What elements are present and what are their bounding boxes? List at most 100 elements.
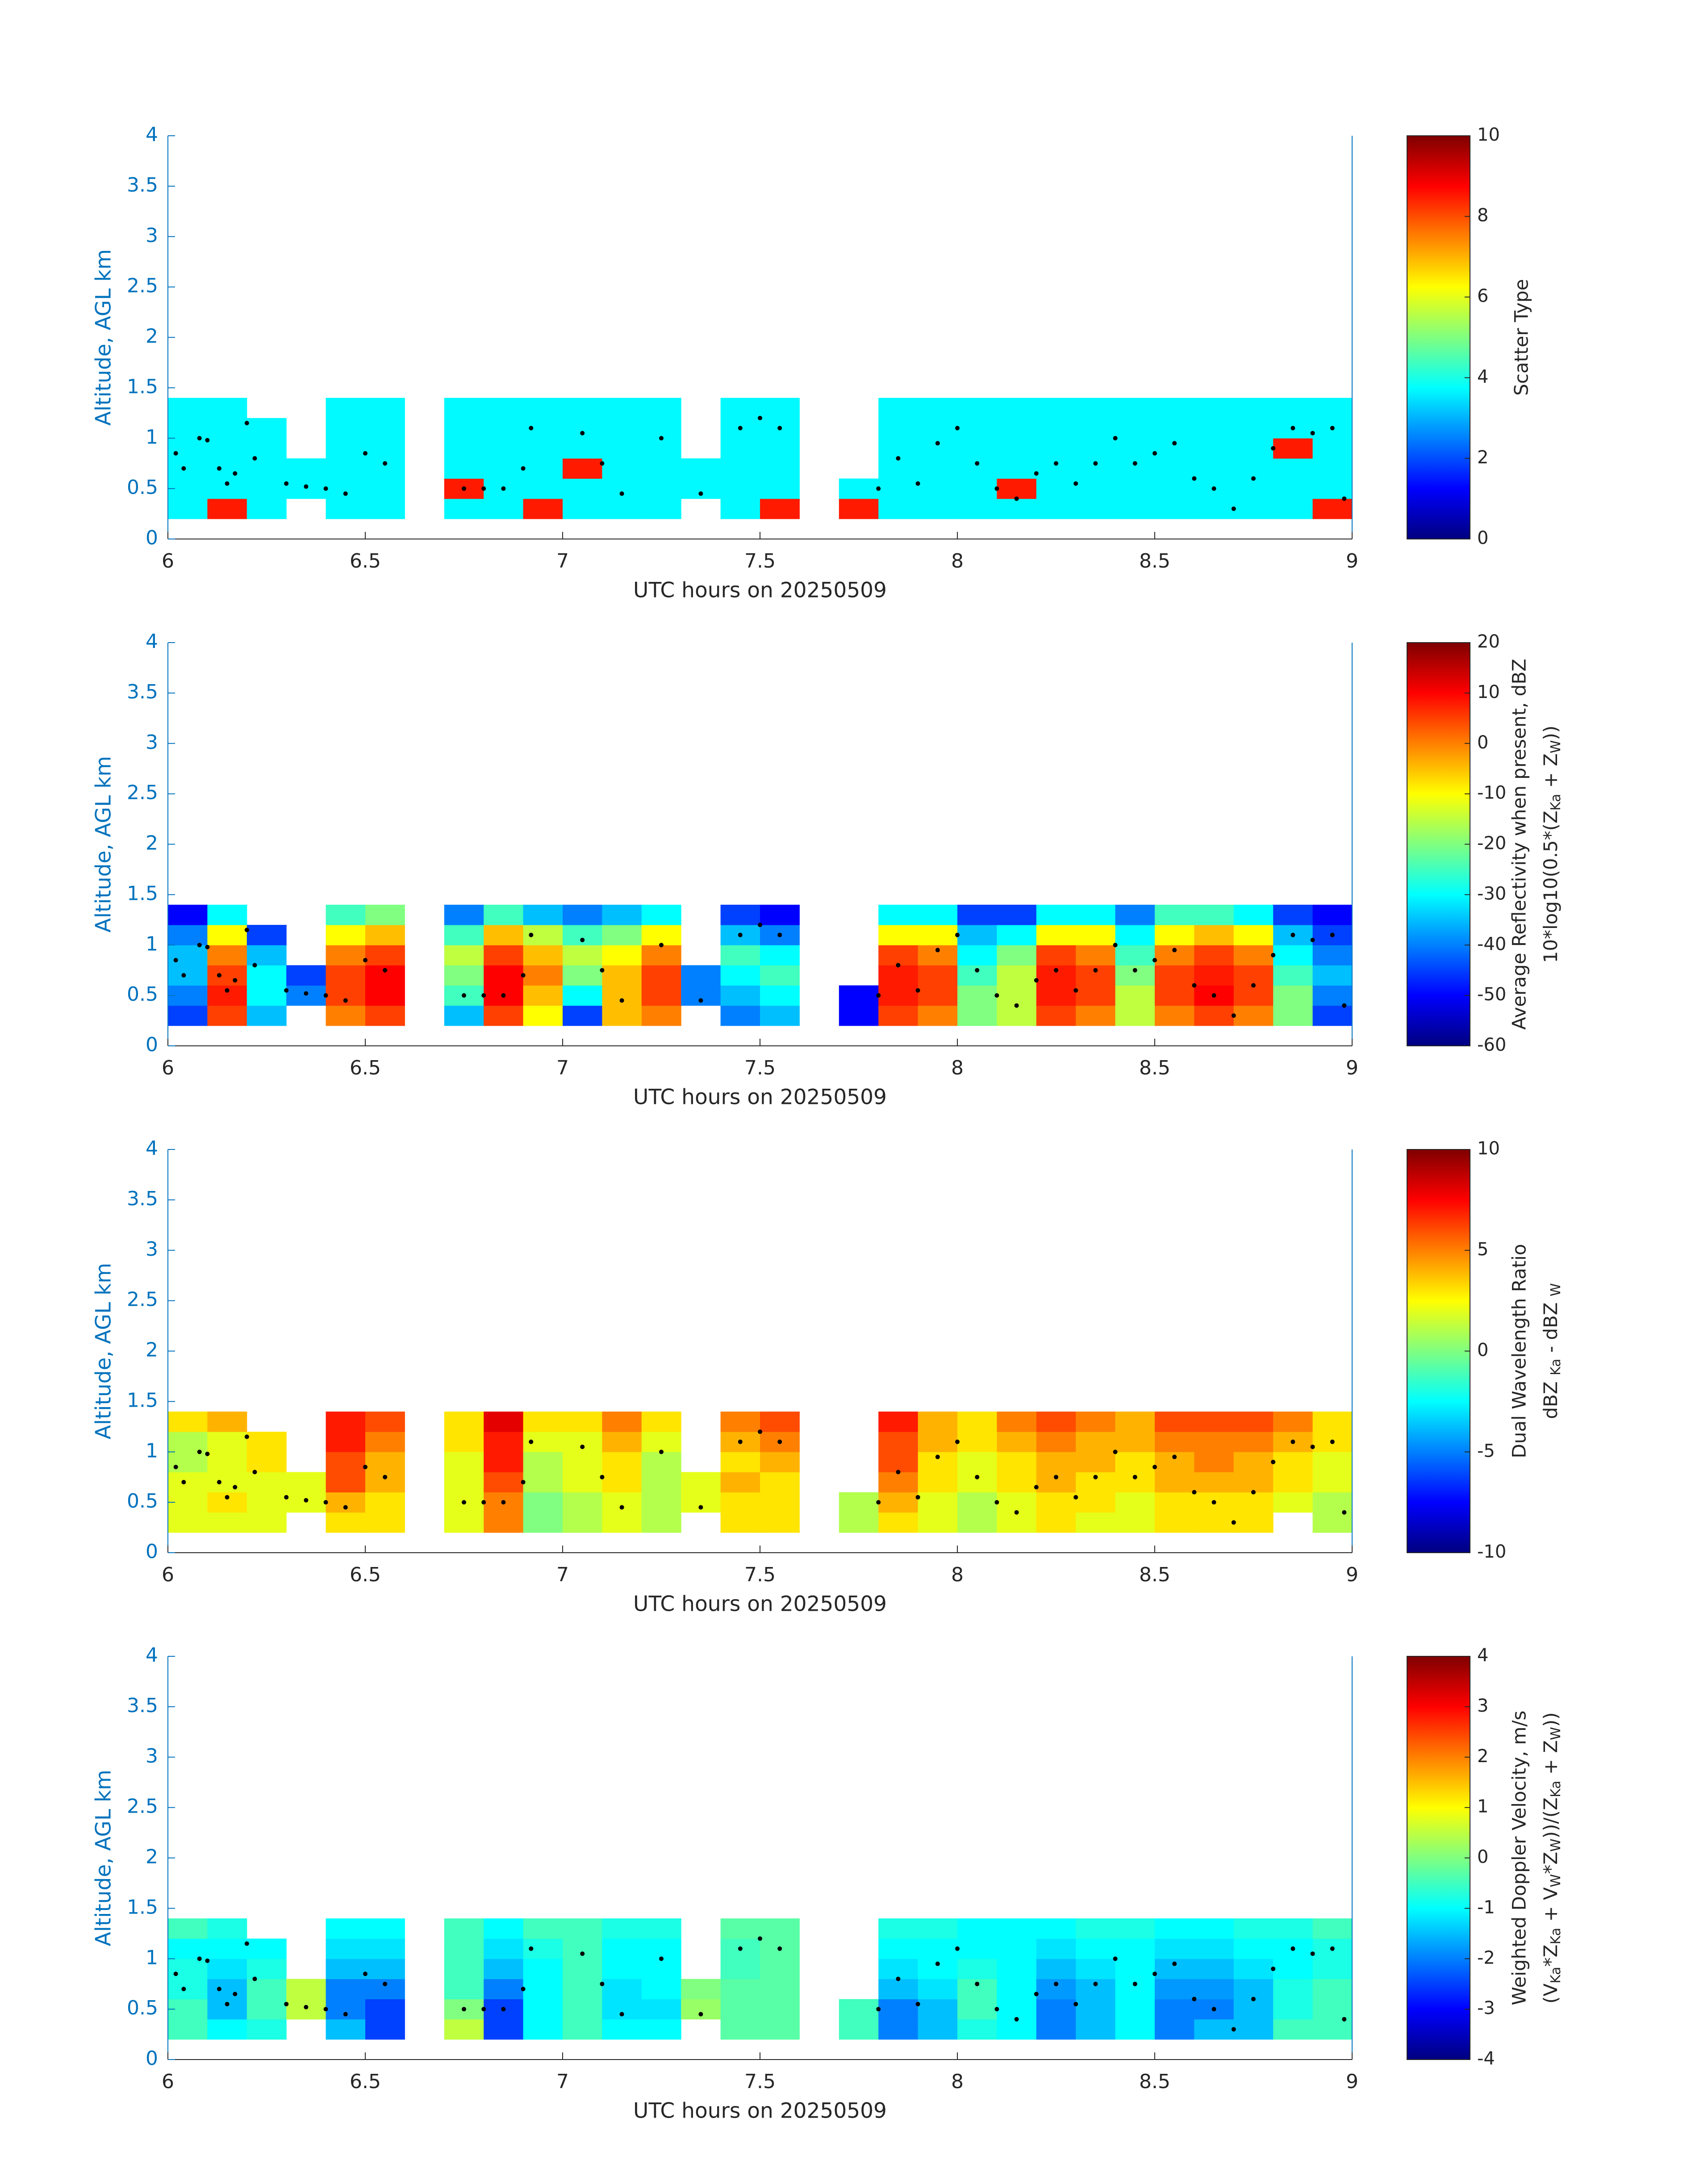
- heatmap-cell: [1115, 438, 1155, 459]
- y-tick-label: 1.5: [127, 375, 158, 398]
- heatmap-cell: [602, 1959, 642, 1979]
- heatmap-cell: [246, 1959, 287, 1979]
- x-tick-label: 6: [162, 1563, 174, 1586]
- heatmap-cell: [602, 945, 642, 965]
- point: [1342, 2017, 1347, 2022]
- heatmap-cell: [246, 1979, 287, 2000]
- heatmap-cell: [365, 1939, 405, 1959]
- point: [343, 1505, 348, 1510]
- colorbar-tick-label: -5: [1477, 1441, 1495, 1461]
- subscript: Ka: [1548, 1358, 1564, 1375]
- y-tick-label: 2: [146, 325, 158, 348]
- heatmap-cell: [365, 478, 405, 499]
- point: [935, 948, 940, 953]
- heatmap-cell: [523, 1512, 563, 1533]
- point: [284, 481, 289, 486]
- point: [1251, 476, 1256, 481]
- colorbar-tick-label: -30: [1477, 883, 1506, 904]
- heatmap-cell: [760, 1452, 800, 1472]
- point: [994, 486, 999, 491]
- heatmap-cell: [1115, 1452, 1155, 1472]
- heatmap-cell: [1233, 478, 1274, 499]
- heatmap-cell: [523, 904, 563, 925]
- y-tick-label: 2.5: [127, 1795, 158, 1818]
- point: [383, 1475, 388, 1479]
- heatmap-cell: [878, 1432, 919, 1452]
- heatmap-cell: [1036, 1512, 1076, 1533]
- heatmap-cell: [168, 1432, 208, 1452]
- point: [304, 991, 309, 996]
- heatmap-cell: [1155, 2019, 1194, 2040]
- y-tick-label: 0.5: [127, 1490, 158, 1513]
- heatmap-cell: [523, 1959, 563, 1979]
- heatmap-cell: [878, 1411, 919, 1432]
- heatmap-cell: [207, 498, 247, 519]
- point: [481, 993, 486, 998]
- x-axis-label: UTC hours on 20250509: [633, 1592, 887, 1617]
- heatmap-cell: [1194, 397, 1234, 418]
- heatmap-cell: [760, 2019, 800, 2040]
- x-tick-label: 8.5: [1139, 1057, 1170, 1079]
- heatmap-cell: [207, 1005, 247, 1026]
- point: [252, 456, 257, 461]
- point: [659, 1956, 664, 1961]
- heatmap-cell: [484, 965, 524, 986]
- point: [955, 932, 960, 937]
- y-tick-label: 1: [146, 426, 158, 448]
- heatmap-cell: [1036, 1918, 1076, 1939]
- heatmap-cell: [1076, 925, 1116, 945]
- heatmap-cell: [720, 1411, 760, 1432]
- point: [304, 2005, 309, 2010]
- heatmap-cell: [641, 418, 681, 439]
- point: [1330, 426, 1335, 430]
- heatmap-cell: [720, 1005, 760, 1026]
- point: [619, 491, 624, 496]
- point: [181, 466, 186, 471]
- point: [1153, 1972, 1157, 1976]
- heatmap-cell: [444, 1432, 484, 1452]
- colorbar-tick-label: -60: [1477, 1035, 1506, 1055]
- heatmap-cell: [1273, 1005, 1313, 1026]
- point: [935, 1961, 940, 1966]
- heatmap-cell: [641, 1452, 681, 1472]
- subscript: W: [1548, 1839, 1564, 1852]
- point: [363, 1465, 367, 1470]
- heatmap-cell: [1115, 418, 1155, 439]
- heatmap-cell: [1312, 458, 1353, 479]
- colorbar-tick-label: 0: [1477, 1340, 1488, 1361]
- point: [1113, 436, 1118, 441]
- heatmap-cell: [365, 985, 405, 1006]
- heatmap-cell: [681, 965, 721, 986]
- heatmap-cell: [760, 1472, 800, 1493]
- heatmap-cell: [720, 945, 760, 965]
- y-tick-label: 4: [146, 1137, 158, 1160]
- x-tick-label: 6.5: [350, 550, 381, 572]
- colorbar-tick-label: -4: [1477, 2048, 1495, 2069]
- heatmap-cell: [839, 1512, 879, 1533]
- point: [343, 491, 348, 496]
- heatmap-cell: [878, 1999, 919, 2020]
- heatmap-cell: [326, 458, 366, 479]
- y-tick-label: 4: [146, 1644, 158, 1667]
- point: [383, 968, 388, 973]
- heatmap-cell: [326, 945, 366, 965]
- heatmap-cell: [365, 438, 405, 459]
- y-tick-label: 0: [146, 526, 158, 549]
- heatmap-cell: [918, 1512, 958, 1533]
- heatmap-cell: [246, 925, 287, 945]
- heatmap-cell: [1233, 1432, 1274, 1452]
- colorbar-tick-label: 6: [1477, 286, 1488, 306]
- heatmap-cell: [1076, 1999, 1116, 2020]
- colorbar-label: 10*log10(0.5*(ZKa + ZW)): [1540, 726, 1564, 963]
- heatmap-cell: [1194, 965, 1234, 986]
- point: [233, 1992, 238, 1997]
- heatmap-cell: [168, 1918, 208, 1939]
- heatmap-cell: [1036, 945, 1076, 965]
- heatmap-cell: [1273, 458, 1313, 479]
- point: [659, 943, 664, 948]
- heatmap-cell: [484, 925, 524, 945]
- label-part: )): [1540, 726, 1562, 740]
- heatmap-cell: [563, 1979, 602, 2000]
- point: [1231, 1013, 1236, 1018]
- x-tick-label: 8.5: [1139, 550, 1170, 572]
